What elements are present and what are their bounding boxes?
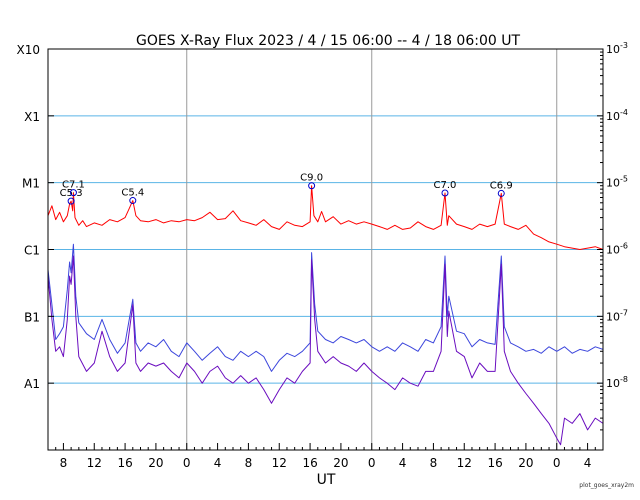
bottom-tick-label: 12 (87, 456, 102, 470)
bottom-tick-label: 0 (368, 456, 376, 470)
series-line-short (47, 243, 604, 372)
flare-label: C7.1 (62, 180, 85, 191)
flare-label: C5.4 (121, 188, 144, 199)
flare-marker (67, 197, 75, 205)
bottom-tick-label: 0 (553, 456, 561, 470)
flare-marker (69, 189, 77, 197)
flare-label: C9.0 (300, 173, 323, 184)
right-tick-label: 10-6 (606, 242, 628, 257)
bottom-tick-label: 0 (183, 456, 191, 470)
x-axis-label: UT (317, 472, 336, 488)
bottom-tick-label: 16 (487, 456, 502, 470)
right-tick-label: 10-8 (606, 375, 628, 390)
flare-label: C6.9 (490, 180, 513, 191)
source-footer: plot_goes_xray2m (579, 482, 634, 489)
bottom-tick-label: 20 (518, 456, 533, 470)
bottom-tick-label: 12 (272, 456, 287, 470)
left-axis: X10 X1 M1 C1 B1 A1 (17, 43, 54, 391)
bottom-tick-label: 8 (430, 456, 438, 470)
right-tick-label: 10-7 (606, 308, 628, 323)
flare-markers: C5.3C7.1 C5.4 C9.0 C7.0 C6.9 (60, 173, 513, 205)
flare-marker (497, 189, 505, 197)
right-tick-label: 10-5 (606, 175, 628, 190)
flare-label: C7.0 (434, 180, 457, 191)
left-tick-label: X10 (17, 43, 41, 57)
bottom-tick-label: 20 (333, 456, 348, 470)
left-tick-label: A1 (24, 377, 40, 391)
right-tick-label: 10-4 (606, 108, 628, 123)
bottom-tick-label: 4 (584, 456, 592, 470)
flare-marker (441, 189, 449, 197)
bottom-tick-label: 4 (214, 456, 222, 470)
right-axis: 10-3 10-4 10-5 10-6 10-7 10-8 (597, 41, 628, 431)
bottom-tick-label: 8 (245, 456, 253, 470)
left-tick-label: X1 (24, 110, 40, 124)
series-layer (47, 185, 604, 446)
bottom-tick-label: 20 (148, 456, 163, 470)
right-tick-label: 10-3 (606, 41, 628, 56)
left-tick-label: M1 (22, 177, 40, 191)
flare-label: C5.3 (60, 188, 83, 199)
series-line-long (47, 185, 604, 250)
bottom-tick-label: 12 (457, 456, 472, 470)
bottom-axis: 8 12 16 20 0 4 8 12 16 20 0 4 8 12 16 20 0 4 (47, 443, 604, 470)
flare-marker (308, 182, 316, 190)
series-line-short-secondary (47, 255, 604, 446)
flare-marker (129, 197, 137, 205)
bottom-tick-label: 4 (399, 456, 407, 470)
chart-title: GOES X-Ray Flux 2023 / 4 / 15 06:00 -- 4… (136, 33, 520, 49)
bottom-tick-label: 16 (117, 456, 132, 470)
left-tick-label: B1 (24, 310, 40, 324)
left-tick-label: C1 (24, 244, 40, 258)
bottom-tick-label: 8 (60, 456, 68, 470)
bottom-tick-label: 16 (302, 456, 317, 470)
chart-grid (48, 48, 603, 450)
